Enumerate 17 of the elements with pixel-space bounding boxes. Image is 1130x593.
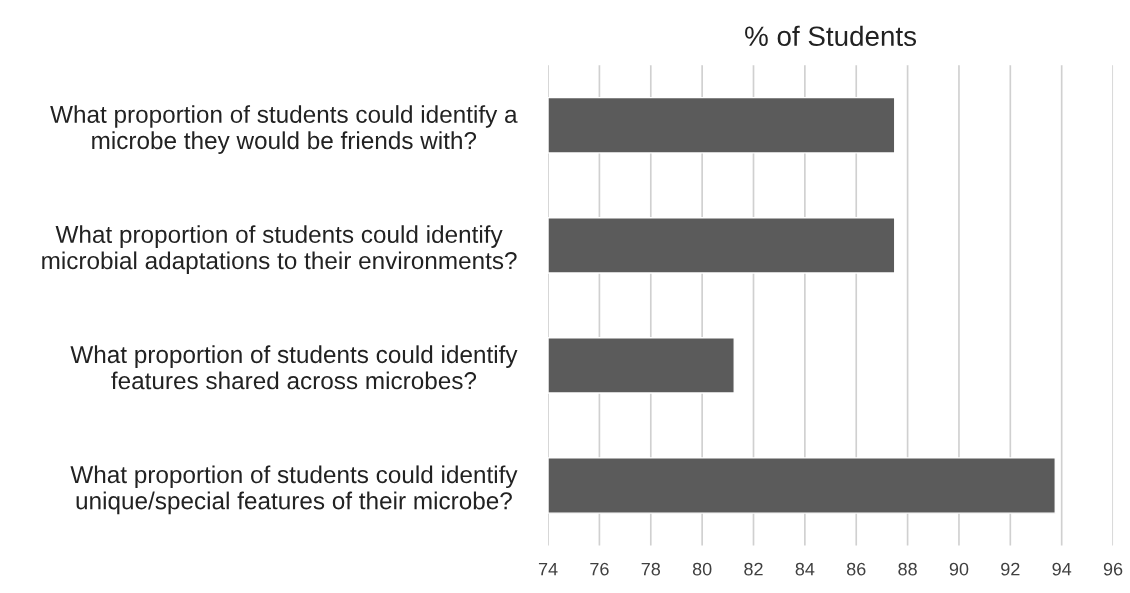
- x-tick-label: 96: [1103, 562, 1123, 576]
- x-tick-label: 94: [1052, 562, 1072, 576]
- x-tick-label: 92: [1001, 562, 1020, 576]
- x-tick-label: 78: [641, 562, 661, 576]
- x-tick-label: 86: [846, 562, 866, 576]
- y-tick-label: What proportion of students could identify a microbe they would be friends with?: [50, 105, 518, 154]
- x-tick-label: 90: [949, 562, 969, 576]
- x-tick-label: 82: [744, 562, 763, 576]
- y-tick-label: What proportion of students could identify features shared across microbes?: [70, 345, 518, 390]
- y-tick-label: What proportion of students could identify unique/special features of their microbe?: [70, 465, 518, 515]
- x-tick-label: 88: [898, 562, 917, 576]
- x-tick-label: 84: [795, 562, 815, 576]
- x-tick-label: 74: [538, 562, 558, 576]
- y-tick-label: What proportion of students could identify microbial adaptations to their environments?: [42, 225, 517, 275]
- x-tick-label: 80: [692, 562, 712, 576]
- chart-title: % of Students: [745, 25, 917, 47]
- x-tick-label: 76: [590, 562, 609, 576]
